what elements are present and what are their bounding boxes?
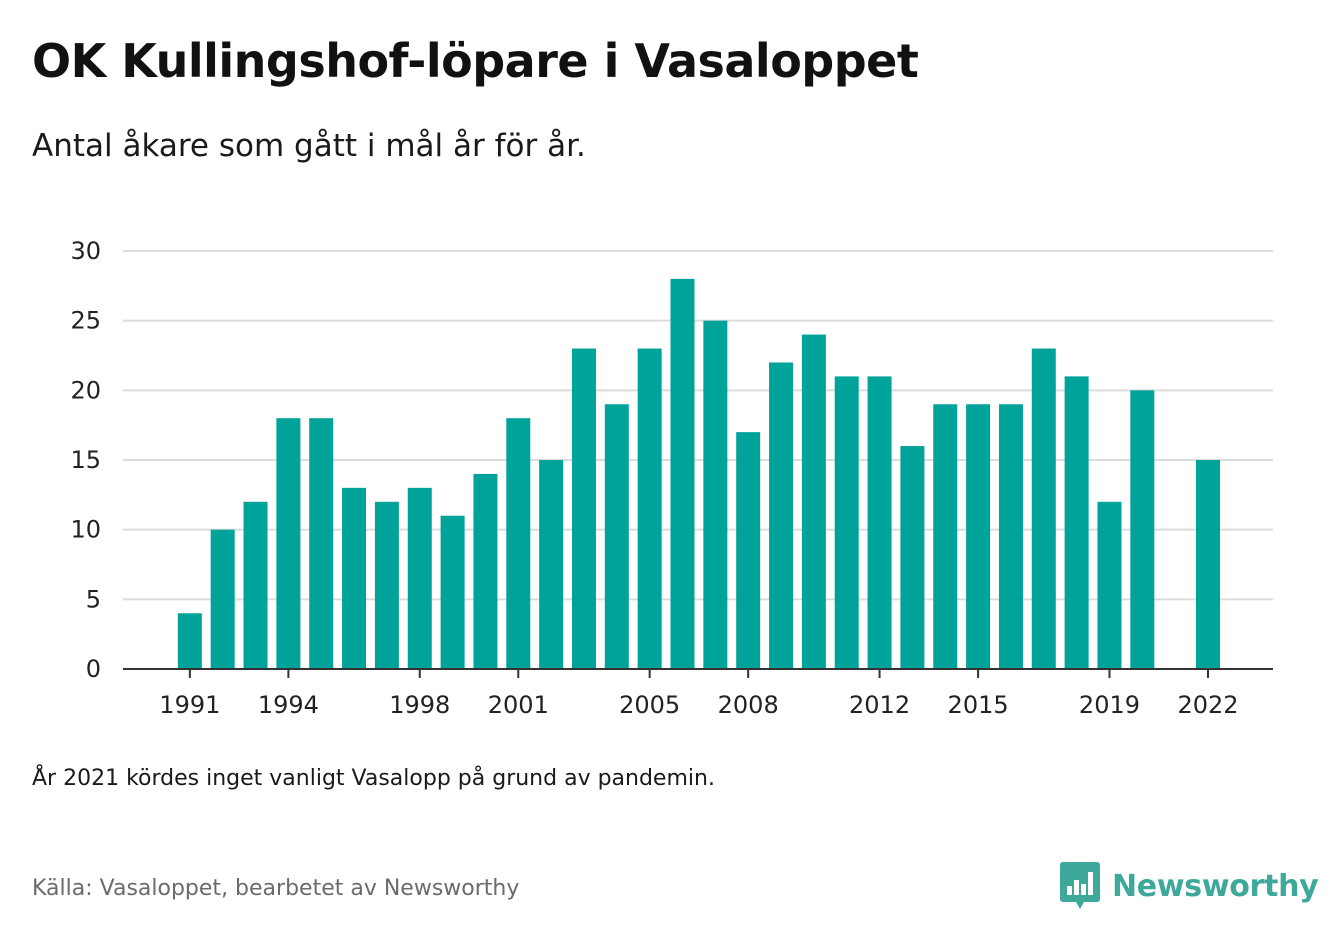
bar: [210, 529, 235, 669]
x-tick-label: 2008: [718, 691, 779, 719]
bar: [506, 418, 531, 669]
bar: [177, 613, 202, 669]
y-tick-label: 20: [70, 376, 101, 404]
logo-text: Newsworthy: [1112, 868, 1319, 904]
x-tick-label: 1998: [389, 691, 450, 719]
bar: [736, 432, 761, 669]
y-tick-label: 10: [70, 516, 101, 544]
newsworthy-bar-chart-icon: [1060, 862, 1100, 909]
bar: [1064, 376, 1089, 669]
bar: [1097, 501, 1122, 669]
y-tick-label: 30: [70, 237, 101, 265]
bar: [670, 278, 695, 669]
bar: [801, 334, 826, 669]
bar: [440, 515, 465, 669]
y-tick-label: 5: [86, 585, 101, 613]
newsworthy-logo: Newsworthy: [1060, 862, 1319, 910]
bar: [966, 404, 991, 669]
bar: [637, 348, 662, 669]
x-tick-label: 2005: [619, 691, 680, 719]
bar: [703, 320, 728, 669]
bar: [1031, 348, 1056, 669]
bar: [243, 501, 268, 669]
x-tick-label: 2022: [1177, 691, 1238, 719]
chart-subtitle: Antal åkare som gått i mål år för år.: [32, 128, 586, 164]
bar: [1196, 460, 1220, 669]
x-tick-label: 2012: [849, 691, 910, 719]
bar: [604, 404, 629, 669]
y-tick-label: 25: [70, 307, 101, 335]
bar: [900, 446, 925, 669]
bar-chart: 0 5 10 15 20 25 30 1991 1994 1998 2001 2005 2008 2012…: [70, 237, 1273, 719]
bar: [1130, 390, 1155, 669]
bar: [834, 376, 859, 669]
bar: [342, 487, 367, 669]
bar: [998, 404, 1023, 669]
bar: [769, 362, 794, 669]
bar: [407, 487, 432, 669]
bar: [473, 473, 498, 669]
x-tick-label: 2015: [948, 691, 1009, 719]
chart-title: OK Kullingshof-löpare i Vasaloppet: [32, 34, 919, 88]
x-tick-label: 1991: [159, 691, 220, 719]
y-tick-label: 15: [70, 446, 101, 474]
y-tick-label: 0: [86, 655, 101, 683]
bar: [309, 418, 334, 669]
chart-note: År 2021 kördes inget vanligt Vasalopp på…: [32, 766, 715, 791]
bar: [571, 348, 596, 669]
bar: [276, 418, 301, 669]
x-tick-label: 2001: [488, 691, 549, 719]
bar: [867, 376, 892, 669]
source-credit: Källa: Vasaloppet, bearbetet av Newswort…: [32, 876, 520, 901]
bar: [374, 501, 399, 669]
x-tick-label: 1994: [258, 691, 319, 719]
bar: [539, 460, 564, 669]
bar: [933, 404, 958, 669]
x-tick-label: 2019: [1079, 691, 1140, 719]
